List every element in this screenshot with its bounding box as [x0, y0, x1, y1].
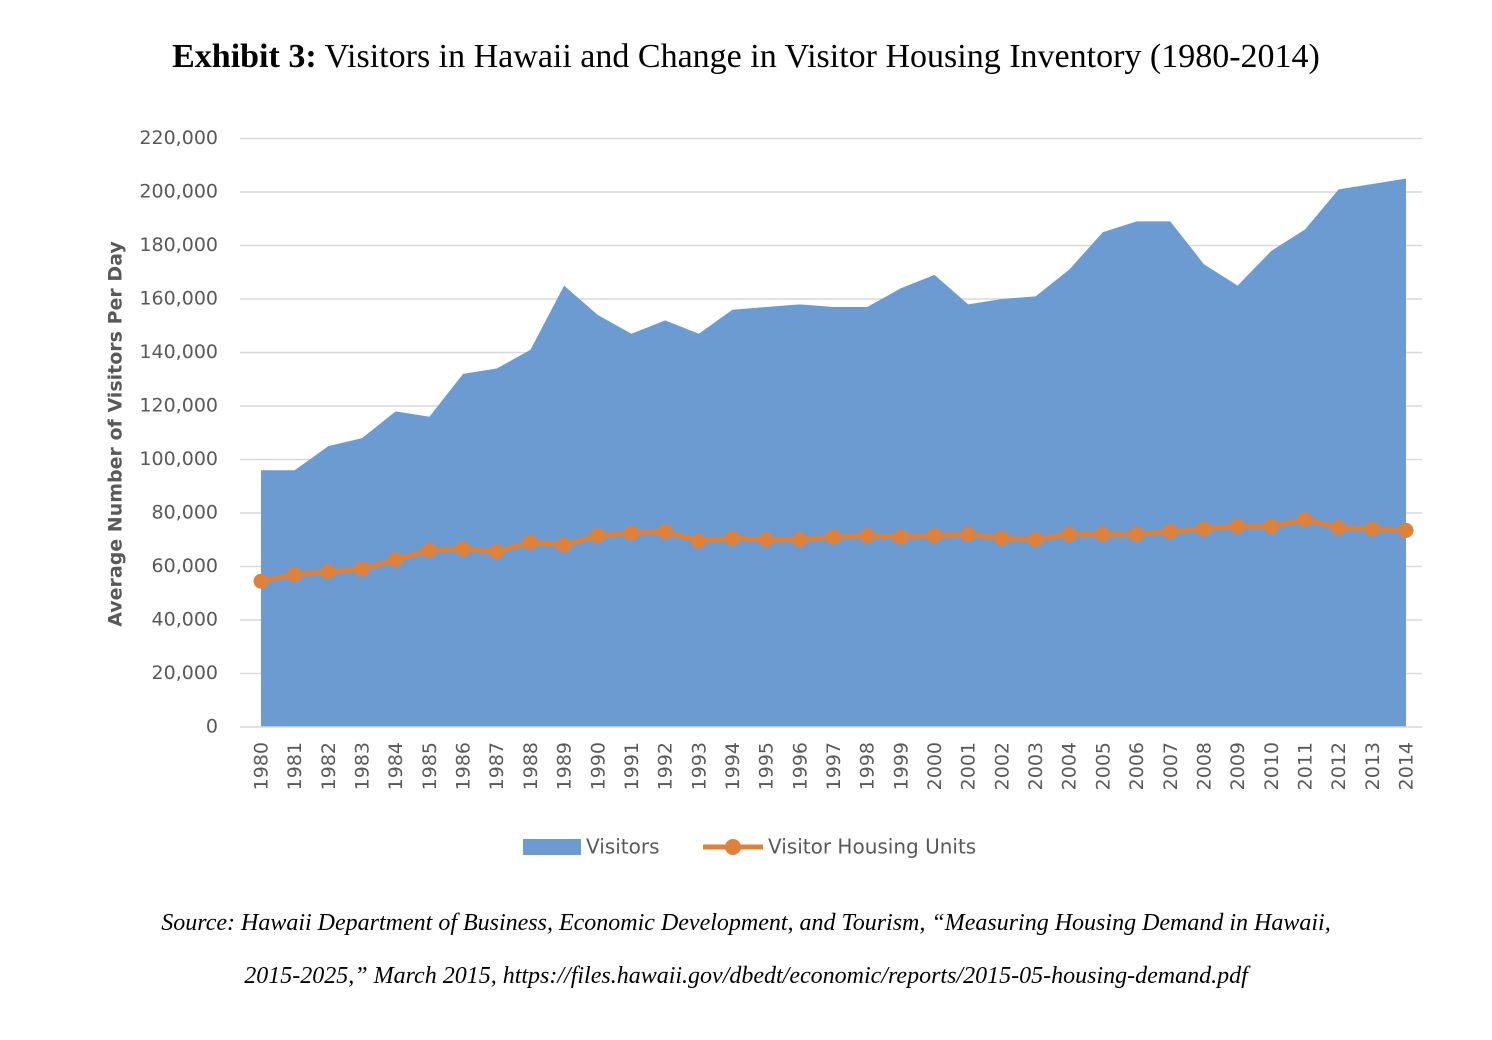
- x-tick-label: 1983: [352, 742, 374, 790]
- visitors-area: [261, 178, 1406, 727]
- x-tick-label: 1984: [385, 742, 407, 790]
- housing-units-point: [1162, 524, 1178, 540]
- x-tick-label: 1989: [554, 742, 576, 790]
- x-tick-label: 1991: [621, 742, 643, 790]
- x-tick-label: 1995: [756, 742, 778, 790]
- x-tick-label: 2014: [1396, 742, 1418, 790]
- x-tick-label: 1994: [722, 742, 744, 790]
- y-tick-label: 80,000: [152, 502, 218, 524]
- housing-units-point: [455, 541, 471, 557]
- housing-units-point: [489, 544, 505, 560]
- x-tick-label: 2003: [1025, 742, 1047, 790]
- y-axis-label: Average Number of Visitors Per Day: [105, 241, 127, 627]
- x-tick-label: 1985: [419, 742, 441, 790]
- housing-units-point: [1230, 518, 1246, 534]
- housing-units-point: [1028, 532, 1044, 548]
- x-tick-label: 1987: [486, 742, 508, 790]
- x-tick-label: 2011: [1294, 742, 1316, 790]
- y-tick-label: 40,000: [152, 609, 218, 631]
- housing-units-point: [1364, 521, 1380, 537]
- housing-units-point: [1061, 526, 1077, 542]
- housing-units-point: [927, 528, 943, 544]
- housing-units-line-layer: [253, 512, 1414, 589]
- x-tick-label: 1982: [318, 742, 340, 790]
- y-tick-label: 120,000: [139, 395, 218, 417]
- x-tick-label: 1997: [823, 742, 845, 790]
- housing-units-point: [758, 532, 774, 548]
- x-tick-label: 2008: [1193, 742, 1215, 790]
- housing-units-point: [354, 561, 370, 577]
- y-tick-label: 160,000: [139, 288, 218, 310]
- chart-title: Exhibit 3: Visitors in Hawaii and Change…: [0, 38, 1492, 76]
- housing-units-point: [1398, 522, 1414, 538]
- chart-title-text: Visitors in Hawaii and Change in Visitor…: [316, 38, 1320, 75]
- housing-units-point: [960, 526, 976, 542]
- x-tick-label: 1981: [284, 742, 306, 790]
- housing-units-point: [1095, 526, 1111, 542]
- legend: Visitors Visitor Housing Units: [523, 835, 976, 859]
- x-tick-label: 1992: [655, 742, 677, 790]
- x-tick-label: 2002: [991, 742, 1013, 790]
- y-tick-label: 140,000: [139, 341, 218, 363]
- housing-units-point: [590, 528, 606, 544]
- y-tick-label: 220,000: [139, 127, 218, 149]
- x-tick-label: 1996: [789, 742, 811, 790]
- housing-units-point: [522, 534, 538, 550]
- x-tick-label: 1999: [890, 742, 912, 790]
- housing-units-point: [792, 532, 808, 548]
- housing-units-point: [388, 552, 404, 568]
- x-tick-label: 1993: [688, 742, 710, 790]
- housing-units-point: [893, 529, 909, 545]
- housing-units-point: [421, 542, 437, 558]
- source-note-line-1: Source: Hawaii Department of Business, E…: [161, 910, 1331, 936]
- visitors-area-layer: [261, 178, 1406, 727]
- y-tick-label: 0: [206, 716, 218, 738]
- y-tick-label: 180,000: [139, 234, 218, 256]
- housing-units-point: [1196, 521, 1212, 537]
- y-tick-label: 100,000: [139, 448, 218, 470]
- housing-units-point: [320, 564, 336, 580]
- x-tick-label: 2001: [958, 742, 980, 790]
- legend-visitors-label: Visitors: [586, 835, 660, 859]
- x-tick-label: 2006: [1126, 742, 1148, 790]
- x-tick-label: 2007: [1160, 742, 1182, 790]
- x-tick-label: 2013: [1362, 742, 1384, 790]
- housing-units-point: [691, 533, 707, 549]
- legend-housing-marker: [725, 839, 741, 855]
- housing-units-point: [826, 529, 841, 545]
- housing-units-point: [1263, 518, 1279, 534]
- housing-units-point: [994, 530, 1010, 546]
- area-line-chart: 0 20,000 40,000 60,000 80,000 100,000 120,000 1…: [105, 127, 1422, 859]
- housing-units-point: [859, 528, 875, 544]
- x-tick-labels: 1980 1981 1982 1983 1984 1985 1986 1987 1988 1989…: [251, 742, 1418, 790]
- housing-units-point: [724, 530, 740, 546]
- housing-units-point: [623, 525, 639, 541]
- x-tick-label: 2000: [924, 742, 946, 790]
- source-note-line-2: 2015-2025,” March 2015, https://files.ha…: [244, 963, 1248, 989]
- x-tick-label: 1990: [587, 742, 609, 790]
- y-tick-label: 20,000: [152, 662, 218, 684]
- housing-units-point: [556, 537, 572, 553]
- y-tick-labels: 0 20,000 40,000 60,000 80,000 100,000 120,000 1…: [139, 127, 218, 738]
- x-tick-label: 1986: [453, 742, 475, 790]
- y-tick-label: 60,000: [152, 555, 218, 577]
- housing-units-point: [1129, 526, 1145, 542]
- x-tick-label: 2009: [1227, 742, 1249, 790]
- housing-units-point: [1331, 520, 1347, 536]
- y-tick-label: 200,000: [139, 181, 218, 203]
- housing-units-point: [657, 524, 673, 540]
- x-tick-label: 1980: [251, 742, 273, 790]
- chart-title-bold: Exhibit 3:: [172, 38, 317, 75]
- x-tick-label: 2010: [1261, 742, 1283, 790]
- legend-visitors-swatch: [523, 839, 581, 855]
- housing-units-point: [287, 567, 303, 583]
- housing-units-point: [253, 573, 269, 589]
- legend-housing-label: Visitor Housing Units: [768, 835, 976, 859]
- x-tick-label: 2004: [1059, 742, 1081, 790]
- x-tick-label: 1998: [857, 742, 879, 790]
- x-tick-label: 2012: [1328, 742, 1350, 790]
- x-tick-label: 1988: [520, 742, 542, 790]
- housing-units-point: [1297, 512, 1313, 528]
- x-tick-label: 2005: [1092, 742, 1114, 790]
